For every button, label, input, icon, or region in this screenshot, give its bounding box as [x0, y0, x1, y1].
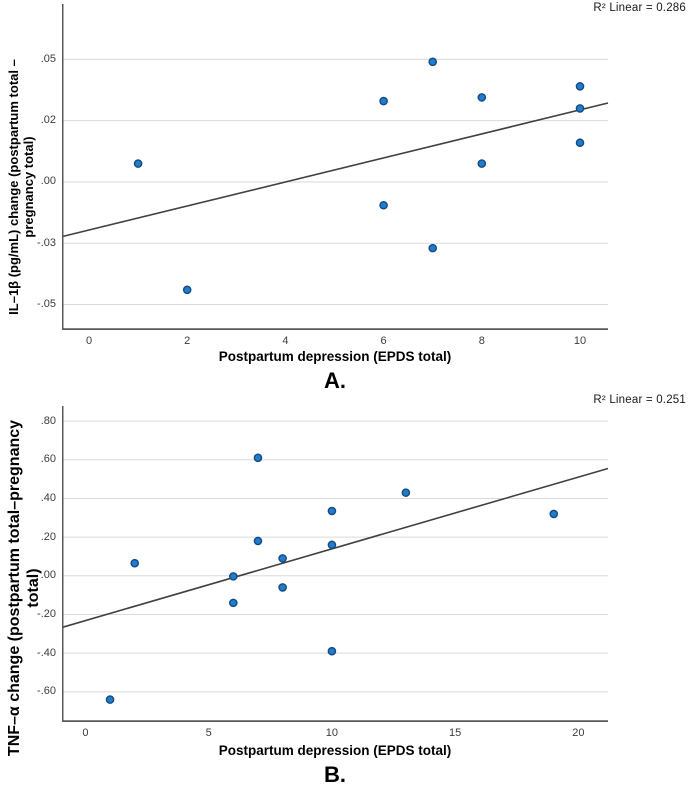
panel-caption-a: A. [324, 368, 346, 393]
x-tick-label: 10 [325, 727, 339, 739]
data-point [575, 138, 585, 148]
scatter-plot-b [61, 406, 609, 723]
y-tick-label: -.05 [37, 298, 56, 310]
data-point [575, 104, 585, 113]
y-tick-label: .02 [40, 114, 56, 127]
x-tick-label: 20 [572, 727, 585, 739]
x-tick-label: 0 [85, 335, 93, 347]
x-tick-label: 6 [380, 335, 387, 347]
y-tick-label: .20 [40, 530, 56, 543]
data-point [253, 453, 263, 463]
x-axis-title-b: Postpartum depression (EPDS total) [218, 743, 452, 758]
data-point [575, 82, 585, 91]
data-point [278, 583, 287, 592]
data-point [379, 96, 388, 106]
y-tick-label: -.40 [37, 646, 56, 659]
data-point [401, 488, 411, 497]
data-point [253, 536, 263, 546]
y-tick-label: .80 [40, 414, 56, 427]
y-tick-label: .05 [40, 52, 56, 65]
x-tick-label: 5 [205, 727, 212, 739]
data-point [327, 540, 337, 550]
data-point [182, 285, 192, 295]
scatter-plot-a [61, 4, 609, 331]
data-point [379, 200, 388, 210]
data-point [229, 572, 238, 581]
x-tick-label: 2 [184, 335, 191, 347]
x-tick-label: 15 [449, 727, 462, 739]
data-point [549, 509, 559, 519]
data-point [477, 159, 487, 168]
r-squared-label-a: R² Linear = 0.286 [593, 2, 686, 14]
data-point [130, 558, 140, 568]
x-tick-label: 8 [478, 335, 485, 347]
panel-caption-b: B. [324, 762, 346, 787]
y-tick-label: -.60 [37, 685, 56, 698]
x-tick-label: 0 [82, 727, 89, 739]
y-tick-label: .00 [40, 175, 56, 188]
x-tick-label: 4 [282, 335, 289, 347]
fit-line [61, 102, 609, 238]
x-tick-label: 10 [573, 335, 587, 347]
y-tick-label: .60 [40, 453, 56, 466]
y-tick-label: .00 [40, 569, 56, 582]
data-point [428, 57, 438, 67]
data-point [327, 506, 337, 516]
y-tick-label: -.03 [37, 236, 56, 249]
fit-line [61, 467, 609, 629]
y-tick-label: .40 [40, 491, 56, 504]
data-point [428, 243, 438, 253]
data-point [105, 695, 115, 704]
x-axis-title-a: Postpartum depression (EPDS total) [218, 349, 452, 364]
data-point [229, 598, 238, 608]
y-tick-label: -.20 [37, 607, 56, 620]
data-point [477, 93, 487, 102]
data-point [327, 646, 337, 656]
r-squared-label-b: R² Linear = 0.251 [593, 394, 686, 406]
data-point [278, 554, 287, 563]
data-point [133, 159, 143, 168]
